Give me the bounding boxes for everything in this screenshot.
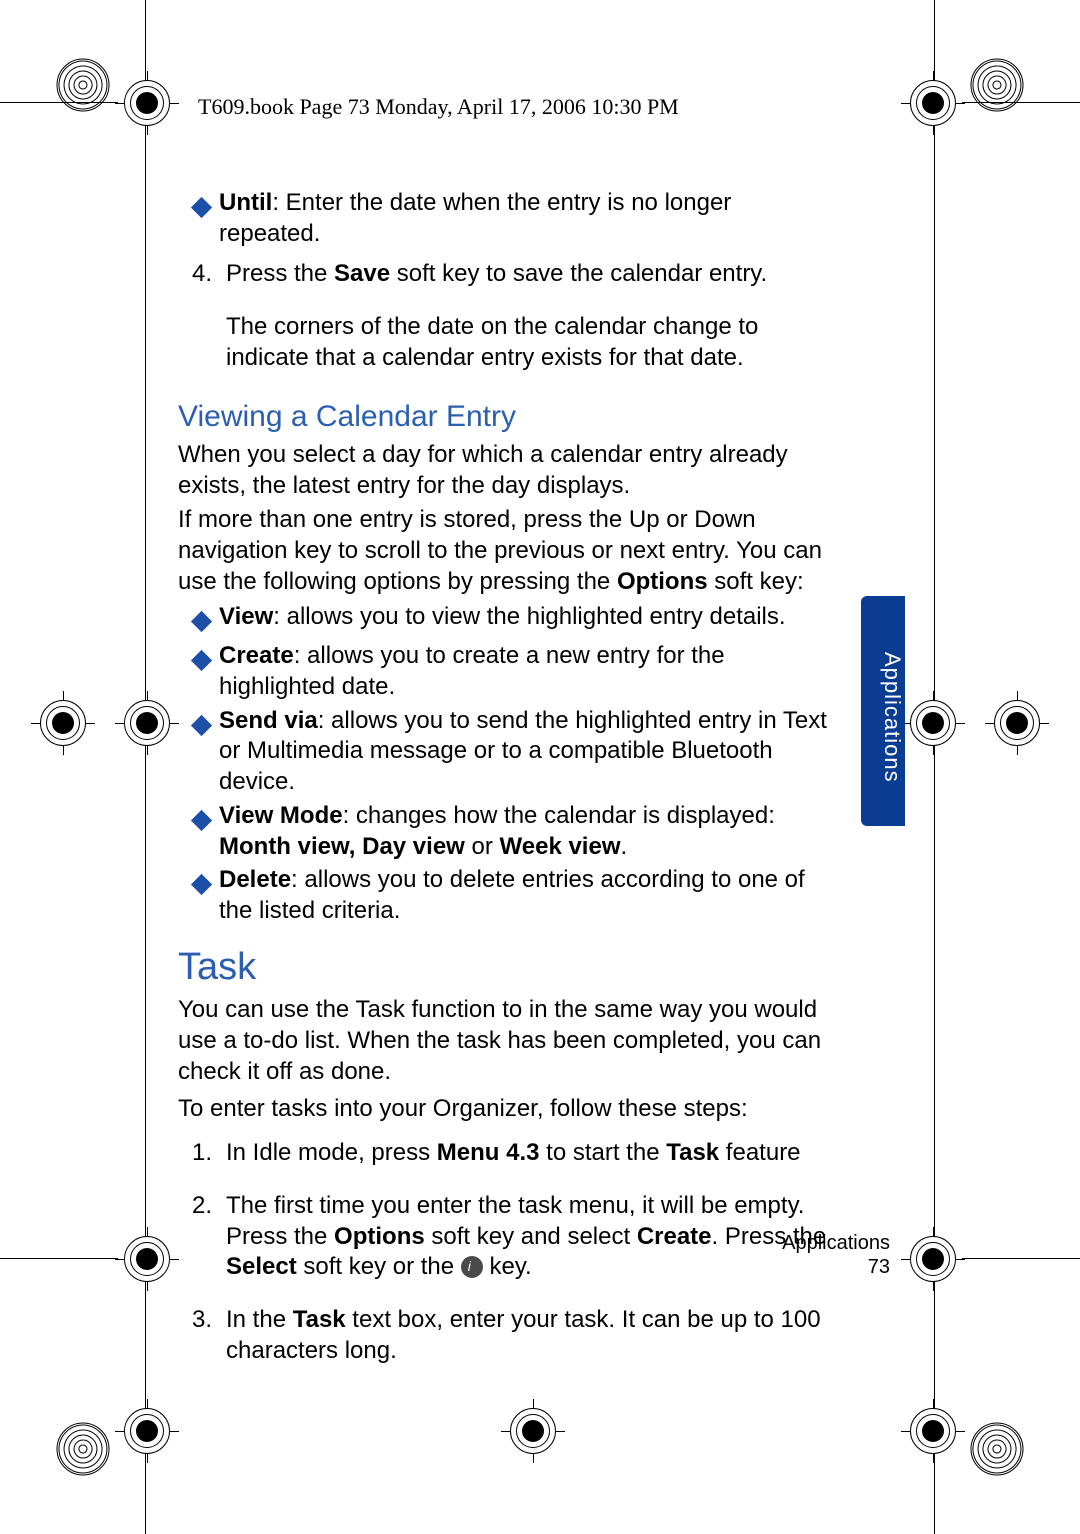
crop-line (145, 0, 146, 1534)
registration-mark-icon (124, 80, 170, 126)
step-number: 4. (192, 259, 226, 290)
bullet-item: Send via: allows you to send the highlig… (194, 706, 838, 798)
registration-mark-icon (124, 700, 170, 746)
step-number: 2. (192, 1191, 226, 1283)
heading-task: Task (178, 943, 838, 992)
corner-spiral-icon (970, 58, 1024, 112)
paragraph: If more than one entry is stored, press … (178, 505, 838, 597)
step-note: The corners of the date on the calendar … (226, 312, 838, 373)
bullet-text: : allows you to create a new entry for t… (219, 642, 725, 700)
registration-mark-icon (124, 1236, 170, 1282)
registration-mark-icon (124, 1408, 170, 1454)
step-4: 4. Press the Save soft key to save the c… (192, 259, 838, 290)
task-step: 1.In Idle mode, press Menu 4.3 to start … (192, 1138, 838, 1169)
paragraph: When you select a day for which a calend… (178, 440, 838, 501)
corner-spiral-icon (970, 1422, 1024, 1476)
bullet-item: Delete: allows you to delete entries acc… (194, 865, 838, 926)
bullet-text: : Enter the date when the entry is no lo… (219, 189, 731, 247)
registration-mark-icon (910, 1408, 956, 1454)
paragraph: To enter tasks into your Organizer, foll… (178, 1094, 838, 1125)
diamond-bullet-icon (191, 650, 212, 671)
page-header-text: T609.book Page 73 Monday, April 17, 2006… (198, 94, 679, 120)
bullet-label: View Mode (219, 802, 343, 829)
paragraph: You can use the Task function to in the … (178, 995, 838, 1087)
step-text: In Idle mode, press Menu 4.3 to start th… (226, 1138, 838, 1169)
bullet-item: View: allows you to view the highlighted… (194, 602, 838, 639)
diamond-bullet-icon (191, 715, 212, 736)
bullet-item: View Mode: changes how the calendar is d… (194, 801, 838, 862)
step-text: In the Task text box, enter your task. I… (226, 1305, 838, 1366)
diamond-bullet-icon (191, 197, 212, 218)
diamond-bullet-icon (191, 810, 212, 831)
bullet-label: Send via (219, 707, 318, 734)
corner-spiral-icon (56, 58, 110, 112)
crop-line (962, 1258, 1080, 1259)
footer-section-label: Applications (782, 1232, 890, 1255)
diamond-bullet-icon (191, 874, 212, 895)
crop-line (934, 0, 935, 1534)
step-bold: Save (334, 260, 390, 287)
bullet-item: Create: allows you to create a new entry… (194, 641, 838, 702)
bullet-text: : allows you to view the highlighted ent… (273, 603, 785, 630)
task-step: 2.The first time you enter the task menu… (192, 1191, 838, 1283)
bullet-until: Until: Enter the date when the entry is … (194, 188, 838, 249)
page-content: Until: Enter the date when the entry is … (178, 185, 838, 1389)
bullet-label: Until (219, 189, 272, 216)
bullet-text: : allows you to delete entries according… (219, 866, 805, 924)
step-text: soft key to save the calendar entry. (390, 260, 767, 287)
text-bold: Options (617, 568, 708, 595)
task-step: 3.In the Task text box, enter your task.… (192, 1305, 838, 1366)
bullet-text: : changes how the calendar is displayed: (343, 802, 775, 829)
corner-spiral-icon (56, 1422, 110, 1476)
registration-mark-icon (994, 700, 1040, 746)
registration-mark-icon (40, 700, 86, 746)
ok-key-icon (461, 1256, 483, 1278)
page: T609.book Page 73 Monday, April 17, 2006… (0, 0, 1080, 1534)
bullet-label: Delete (219, 866, 291, 893)
step-number: 1. (192, 1138, 226, 1169)
bullet-label: Create (219, 642, 294, 669)
registration-mark-icon (910, 700, 956, 746)
subheading-viewing: Viewing a Calendar Entry (178, 398, 838, 436)
registration-mark-icon (510, 1408, 556, 1454)
step-text: Press the (226, 260, 334, 287)
registration-mark-icon (910, 1236, 956, 1282)
crop-line (0, 1258, 118, 1259)
diamond-bullet-icon (191, 610, 212, 631)
step-number: 3. (192, 1305, 226, 1366)
text: soft key: (708, 568, 804, 595)
footer-page-number: 73 (868, 1256, 890, 1279)
step-text: The first time you enter the task menu, … (226, 1191, 838, 1283)
bullet-label: View (219, 603, 273, 630)
registration-mark-icon (910, 80, 956, 126)
section-tab: Applications (861, 596, 905, 826)
